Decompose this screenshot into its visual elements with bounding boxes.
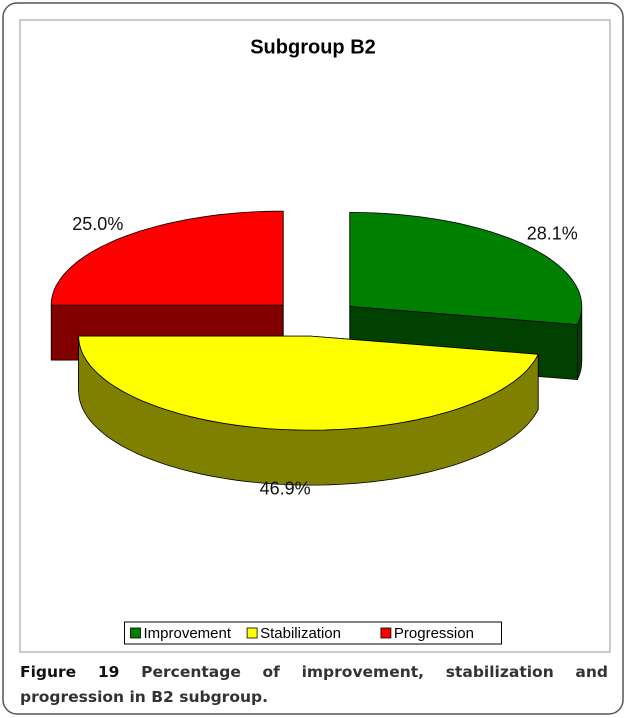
data-label: 28.1% — [527, 224, 578, 244]
legend-swatch — [380, 627, 392, 639]
caption: Figure 19 Percentage of improvement, sta… — [20, 660, 608, 710]
legend-swatch — [246, 627, 258, 639]
slice — [78, 335, 539, 486]
caption-label: Figure 19 — [20, 663, 120, 681]
chart-title: Subgroup B2 — [250, 36, 376, 58]
data-label: 46.9% — [260, 478, 311, 498]
legend-label: Stabilization — [260, 625, 341, 642]
chart-border — [19, 19, 611, 653]
legend-box — [124, 621, 502, 645]
legend-label: Progression — [394, 625, 474, 642]
legend-label: Improvement — [144, 625, 232, 642]
caption-text: Percentage of improvement, stabilization… — [20, 663, 609, 706]
legend-swatch — [130, 627, 141, 639]
data-label: 25.0% — [72, 214, 123, 234]
slice-top — [50, 210, 284, 306]
slice-top — [78, 335, 539, 431]
slice-top — [349, 211, 583, 326]
